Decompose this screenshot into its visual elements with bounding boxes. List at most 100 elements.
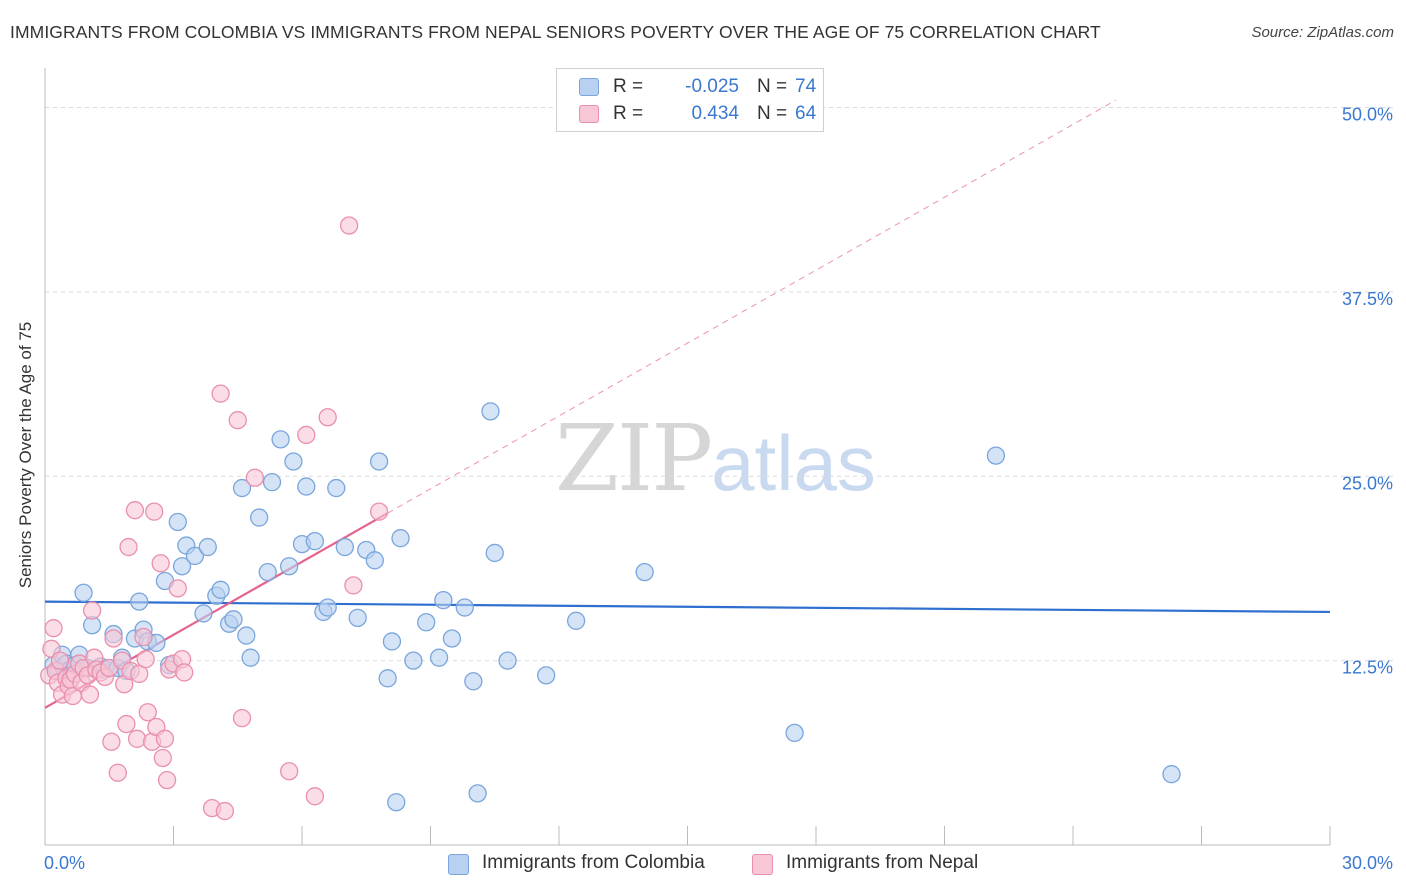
point-colombia	[442, 629, 462, 648]
point-colombia	[198, 537, 217, 557]
tick-labels: 12.5% 25.0% 37.5% 50.0% 0.0% 30.0%	[44, 105, 1393, 874]
point-colombia	[279, 557, 299, 576]
point-nepal	[50, 651, 70, 670]
trend-line-nepal	[387, 99, 1117, 514]
point-nepal	[215, 801, 235, 821]
y-tick-label: 50.0%	[1342, 105, 1393, 125]
point-colombia	[224, 610, 243, 629]
point-nepal	[80, 685, 100, 704]
series-nepal	[40, 216, 389, 821]
point-nepal	[157, 770, 177, 790]
point-colombia	[986, 446, 1006, 465]
point-colombia	[382, 632, 402, 651]
point-colombia	[481, 402, 500, 421]
point-colombia	[464, 672, 483, 691]
legend-label-colombia: Immigrants from Colombia	[482, 852, 705, 873]
point-colombia	[434, 591, 453, 610]
point-colombia	[194, 604, 213, 623]
chart-source: Source: ZipAtlas.com	[1251, 24, 1394, 41]
legend-r-value: 0.434	[691, 103, 739, 124]
point-colombia	[391, 529, 410, 548]
point-nepal	[117, 714, 136, 734]
legend-r-label: R =	[613, 103, 644, 124]
y-tick-label: 37.5%	[1342, 289, 1393, 309]
point-colombia	[417, 613, 436, 632]
point-colombia	[305, 532, 325, 551]
y-tick-label: 12.5%	[1342, 658, 1393, 678]
point-nepal	[344, 576, 363, 595]
point-colombia	[348, 608, 367, 627]
point-colombia	[130, 592, 149, 611]
point-colombia	[369, 452, 389, 471]
point-nepal	[279, 762, 299, 781]
point-colombia	[232, 478, 252, 498]
watermark: ZIPatlas	[555, 405, 876, 512]
point-colombia	[429, 648, 449, 667]
point-nepal	[138, 703, 157, 722]
point-colombia	[172, 557, 192, 576]
point-colombia	[566, 611, 586, 630]
point-colombia	[241, 648, 260, 667]
point-nepal	[168, 579, 187, 598]
legend-n-value: 64	[795, 103, 817, 124]
point-nepal	[153, 748, 172, 768]
point-nepal	[82, 601, 102, 620]
point-nepal	[245, 468, 265, 487]
point-colombia	[378, 669, 397, 688]
point-colombia	[327, 478, 346, 498]
point-nepal	[155, 729, 175, 748]
point-nepal	[318, 408, 337, 427]
point-nepal	[305, 787, 325, 806]
point-colombia	[211, 580, 230, 599]
trend-line-colombia	[44, 600, 1331, 614]
point-colombia	[318, 598, 337, 617]
point-colombia	[635, 562, 654, 582]
x-tick-label: 0.0%	[44, 853, 85, 873]
legend-swatch-colombia	[579, 78, 599, 96]
point-colombia	[485, 543, 504, 563]
chart-title: IMMIGRANTS FROM COLOMBIA VS IMMIGRANTS F…	[10, 22, 1101, 42]
point-nepal	[211, 384, 230, 403]
point-colombia	[387, 793, 406, 812]
legend-n-value: 74	[795, 76, 817, 97]
legend-swatch-nepal	[752, 854, 773, 875]
y-tick-label: 25.0%	[1342, 473, 1393, 493]
point-colombia	[237, 626, 256, 645]
point-nepal	[232, 709, 252, 728]
point-nepal	[145, 502, 164, 521]
legend-n-label: N =	[757, 103, 788, 124]
point-nepal	[125, 501, 145, 520]
legend-swatch-colombia	[448, 854, 469, 875]
point-nepal	[44, 619, 63, 638]
point-nepal	[119, 537, 138, 557]
point-colombia	[258, 562, 277, 582]
watermark-atlas: atlas	[711, 419, 876, 507]
point-nepal	[134, 627, 153, 647]
point-nepal	[369, 502, 389, 521]
point-nepal	[136, 650, 155, 669]
x-tick-label: 30.0%	[1342, 853, 1393, 873]
point-colombia	[74, 583, 93, 602]
point-nepal	[228, 411, 247, 430]
point-colombia	[785, 723, 804, 743]
point-colombia	[365, 551, 384, 570]
point-colombia	[284, 452, 303, 471]
grid-lines	[45, 107, 1393, 662]
point-nepal	[127, 729, 147, 748]
point-colombia	[262, 472, 282, 492]
point-colombia	[537, 666, 556, 685]
point-colombia	[297, 477, 316, 496]
point-colombia	[335, 537, 354, 557]
watermark-zip: ZIP	[555, 405, 713, 512]
point-nepal	[151, 554, 170, 573]
point-colombia	[455, 598, 474, 617]
point-colombia	[168, 512, 187, 532]
point-nepal	[102, 732, 121, 751]
point-colombia	[185, 546, 205, 566]
point-colombia	[271, 430, 290, 449]
point-nepal	[175, 663, 194, 682]
point-colombia	[250, 508, 269, 527]
legend-r-value: -0.025	[685, 76, 739, 97]
point-nepal	[339, 216, 359, 235]
